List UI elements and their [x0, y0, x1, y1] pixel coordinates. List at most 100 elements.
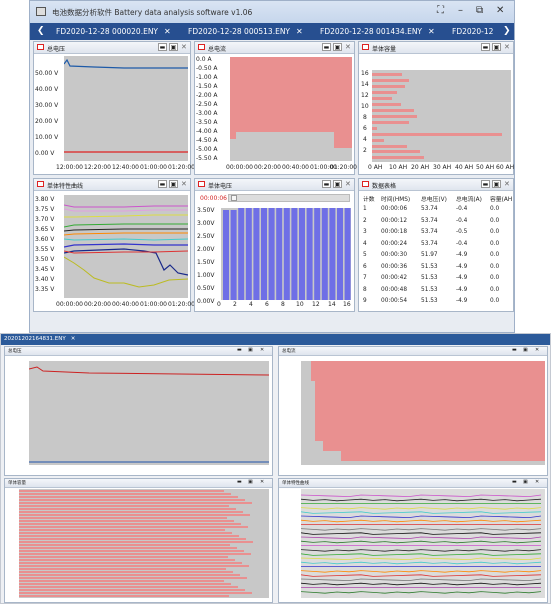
close-panel-icon[interactable]: ✕: [181, 43, 187, 51]
minimize-panel-button[interactable]: ▬: [158, 43, 167, 51]
minimize-panel-button[interactable]: ▬: [158, 180, 167, 188]
table-row[interactable]: 5 00:00:30 51.97 -4.9 0.0: [359, 252, 513, 262]
panel-total-current: 总电流 ▬ ▣ ✕ 0.0 A -0.50 A -1.00 A -1.50 A …: [194, 41, 357, 175]
time-readout: 00:00:06: [200, 195, 227, 202]
maximize-panel-button[interactable]: ▣: [492, 43, 501, 51]
maximize-panel-button[interactable]: ▣: [333, 43, 342, 51]
table-row[interactable]: 8 00:00:48 51.53 -4.9 0.0: [359, 287, 513, 297]
panel-cell-capacity: 单体容量 ▬ ▣ ✕ 16 14 12 10 8 6 4 2: [358, 41, 514, 175]
capacity-bar: [19, 571, 233, 573]
tab-file-2[interactable]: FD2020-12-28 000513.ENY ✕: [188, 23, 303, 40]
tab-file-4[interactable]: FD2020-12: [452, 23, 493, 40]
minimize-panel-button[interactable]: ▬: [512, 347, 517, 353]
y-tick: 0.00 V: [35, 150, 55, 157]
minimize-panel-button[interactable]: ▬: [481, 43, 490, 51]
minimize-panel-button[interactable]: ▬: [237, 347, 242, 353]
maximize-panel-button[interactable]: ▣: [492, 180, 501, 188]
capacity-bar: [19, 517, 227, 519]
close-panel-icon[interactable]: ✕: [260, 347, 265, 353]
table-row[interactable]: 1 00:00:06 53.74 -0.4 0.0: [359, 206, 513, 216]
table-row[interactable]: 4 00:00:24 53.74 -0.4 0.0: [359, 241, 513, 251]
y-tick: 3.00V: [197, 220, 215, 227]
maximize-panel-button[interactable]: ▣: [248, 479, 253, 485]
table-cell: 5: [363, 252, 367, 258]
minimize-panel-button[interactable]: ▬: [322, 43, 331, 51]
maximize-panel-button[interactable]: ▣: [169, 43, 178, 51]
close-panel-icon[interactable]: ✕: [504, 43, 510, 51]
x-tick: 01:20:00: [168, 164, 195, 171]
table-row[interactable]: 3 00:00:18 53.74 -0.5 0.0: [359, 229, 513, 239]
capacity-bar: [372, 97, 392, 100]
y-tick: 3.75 V: [35, 206, 55, 213]
table-cell: 3: [363, 229, 367, 235]
tab-close-icon[interactable]: ✕: [296, 27, 303, 36]
table-row[interactable]: 2 00:00:12 53.74 -0.4 0.0: [359, 218, 513, 228]
minimize-panel-button[interactable]: ▬: [512, 479, 517, 485]
close-panel-icon[interactable]: ✕: [535, 347, 540, 353]
x-tick: 20 AH: [411, 164, 430, 171]
time-slider[interactable]: [228, 194, 350, 202]
chart-icon: [362, 44, 369, 50]
tab-file-3[interactable]: FD2020-12-28 001434.ENY ✕: [320, 23, 435, 40]
capacity-bar: [19, 592, 252, 594]
tab-file-1[interactable]: FD2020-12-28 000020.ENY ✕: [56, 23, 171, 40]
table-cell: 51.53: [421, 286, 438, 293]
minimize-panel-button[interactable]: ▬: [481, 180, 490, 188]
panel-title: 单体电压: [208, 183, 233, 190]
capacity-bar: [19, 583, 231, 585]
table-row[interactable]: 9 00:00:54 51.53 -4.9 0.0: [359, 298, 513, 308]
y-tick: -2.50 A: [196, 101, 218, 108]
chevron-left-icon[interactable]: ❮: [37, 26, 45, 36]
close-panel-icon[interactable]: ✕: [260, 479, 265, 485]
chevron-right-icon[interactable]: ❯: [503, 26, 511, 36]
maximize-panel-button[interactable]: ▣: [523, 347, 528, 353]
close-panel-icon[interactable]: ✕: [345, 43, 351, 51]
current-chart: [230, 57, 352, 148]
tab-file-eny[interactable]: 20201202164831.ENY ✕: [4, 335, 75, 344]
x-tick: 16: [343, 301, 351, 308]
minimize-icon[interactable]: –: [458, 5, 463, 16]
close-icon[interactable]: ✕: [496, 5, 505, 16]
x-tick: 01:00:00: [140, 164, 167, 171]
capacity-bar: [19, 532, 232, 534]
y-tick: 2.50V: [197, 233, 215, 240]
table-cell: 51.53: [421, 275, 438, 281]
close-panel-icon[interactable]: ✕: [535, 479, 540, 485]
slider-handle[interactable]: [231, 195, 237, 201]
table-row[interactable]: 7 00:00:42 51.53 -4.9 0.0: [359, 275, 513, 285]
cell-curve: [64, 243, 188, 248]
x-tick: 01:20:00: [330, 164, 357, 171]
maximize-panel-button[interactable]: ▣: [169, 180, 178, 188]
capacity-bar: [372, 145, 407, 148]
y-tick: 3.40 V: [35, 276, 55, 283]
y-tick: -5.50 A: [196, 155, 218, 162]
table-cell: 53.74: [421, 217, 438, 224]
close-panel-icon[interactable]: ✕: [504, 180, 510, 188]
restore-icon[interactable]: ⧉: [476, 5, 484, 16]
maximize-panel-button[interactable]: ▣: [333, 180, 342, 188]
close-panel-icon[interactable]: ✕: [345, 180, 351, 188]
curves-chart-2: [301, 494, 542, 594]
capacity-chart: [372, 73, 502, 159]
y-tick: 2.00V: [197, 246, 215, 253]
x-tick: 10: [296, 301, 304, 308]
table-cell: 51.97: [421, 252, 438, 258]
close-panel-icon[interactable]: ✕: [181, 180, 187, 188]
table-row[interactable]: 6 00:00:36 51.53 -4.9 0.0: [359, 264, 513, 274]
y-tick: -1.00 A: [196, 74, 218, 81]
capacity-bar: [372, 91, 397, 94]
maximize-panel-button[interactable]: ▣: [248, 347, 253, 353]
x-tick: 00:00:00: [56, 301, 83, 308]
fullscreen-icon[interactable]: ⛶: [437, 5, 444, 16]
tab-close-icon[interactable]: ✕: [70, 336, 76, 342]
minimize-panel-button[interactable]: ▬: [322, 180, 331, 188]
y-tick: -2.00 A: [196, 92, 218, 99]
cell-curve: [64, 256, 188, 288]
minimize-panel-button[interactable]: ▬: [237, 479, 242, 485]
panel-data-table: 数据表格 ▬ ▣ ✕ 计数 时间(HMS) 总电压(V) 总电流(A) 容量(A…: [358, 178, 514, 312]
tab-close-icon[interactable]: ✕: [428, 27, 435, 36]
panel-header: 单体特性曲线 ▬ ▣ ✕: [279, 479, 547, 488]
table-cell: -4.9: [456, 286, 468, 293]
maximize-panel-button[interactable]: ▣: [523, 479, 528, 485]
tab-close-icon[interactable]: ✕: [164, 27, 171, 36]
